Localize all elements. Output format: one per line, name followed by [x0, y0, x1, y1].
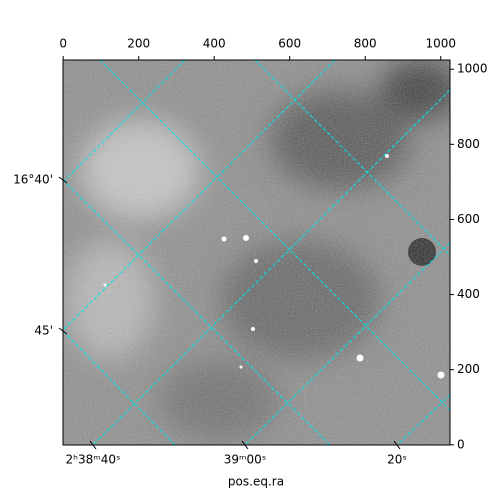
- x-tick-label: 800: [354, 37, 377, 51]
- sky-image: [63, 60, 450, 445]
- dec-tick: [58, 176, 68, 184]
- wcs-grid: [62, 59, 451, 446]
- x-tick-label: 600: [278, 37, 301, 51]
- y-tick-label: 600: [457, 212, 480, 226]
- x-axis-label: pos.eq.ra: [228, 475, 284, 489]
- ra-tick: [393, 440, 401, 450]
- dec-tick-label: 45': [34, 324, 53, 338]
- dec-tick-label: 16°40': [13, 173, 53, 187]
- x-tick-label: 1000: [425, 37, 456, 51]
- x-tick-label: 200: [127, 37, 150, 51]
- ra-tick-label: 20ˢ: [387, 453, 407, 467]
- plot-frame: [62, 59, 451, 446]
- dec-tick: [58, 327, 68, 335]
- ra-tick: [89, 440, 97, 450]
- y-tick-label: 400: [457, 287, 480, 301]
- y-tick-label: 200: [457, 362, 480, 376]
- ra-tick-label: 39ᵐ00ˢ: [224, 453, 267, 467]
- ra-tick: [241, 440, 249, 450]
- x-tick-label: 400: [203, 37, 226, 51]
- ra-tick-label: 2ʰ38ᵐ40ˢ: [66, 453, 121, 467]
- y-tick-label: 800: [457, 137, 480, 151]
- y-tick-label: 1000: [457, 62, 488, 76]
- y-tick-label: 0: [457, 437, 465, 451]
- x-tick-label: 0: [59, 37, 67, 51]
